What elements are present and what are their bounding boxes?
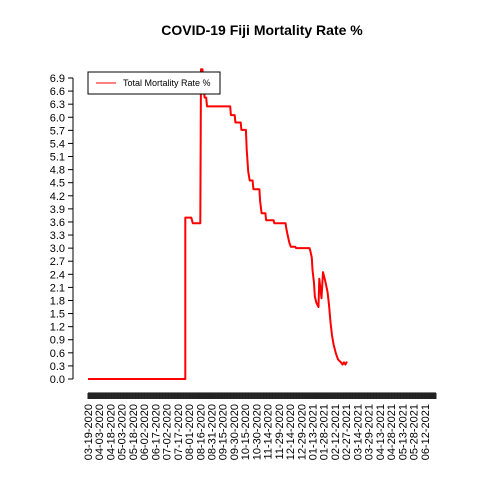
x-tick-label: 01-13-2021 bbox=[308, 404, 320, 460]
x-tick-label: 01-28-2021 bbox=[319, 404, 331, 460]
y-tick-label: 6.3 bbox=[50, 99, 65, 111]
y-tick-label: 0.6 bbox=[50, 348, 65, 360]
y-tick-label: 5.7 bbox=[50, 125, 65, 137]
y-tick-label: 2.1 bbox=[50, 282, 65, 294]
y-tick-label: 1.5 bbox=[50, 309, 65, 321]
y-tick-label: 3.9 bbox=[50, 204, 65, 216]
y-tick-label: 1.2 bbox=[50, 322, 65, 334]
x-tick-label: 03-29-2021 bbox=[364, 404, 376, 460]
x-tick-label: 02-27-2021 bbox=[341, 404, 353, 460]
x-tick-label: 10-15-2020 bbox=[240, 404, 252, 460]
y-tick-label: 6.9 bbox=[50, 73, 65, 85]
x-tick-label: 08-16-2020 bbox=[195, 404, 207, 460]
y-tick-label: 3.0 bbox=[50, 243, 65, 255]
y-tick-label: 4.5 bbox=[50, 178, 65, 190]
x-tick-label: 05-28-2021 bbox=[409, 404, 421, 460]
y-tick-label: 3.3 bbox=[50, 230, 65, 242]
x-tick-label: 04-18-2020 bbox=[105, 404, 117, 460]
x-tick-label: 02-12-2021 bbox=[330, 404, 342, 460]
x-tick-label: 12-29-2020 bbox=[296, 404, 308, 460]
x-tick-label: 06-02-2020 bbox=[139, 404, 151, 460]
y-tick-label: 5.4 bbox=[50, 138, 65, 150]
x-tick-label: 09-15-2020 bbox=[218, 404, 230, 460]
y-tick-label: 6.0 bbox=[50, 112, 65, 124]
x-tick-label: 07-02-2020 bbox=[162, 404, 174, 460]
x-tick-label: 07-17-2020 bbox=[173, 404, 185, 460]
x-tick-label: 09-30-2020 bbox=[229, 404, 241, 460]
y-tick-label: 3.6 bbox=[50, 217, 65, 229]
legend-entry-label: Total Mortality Rate % bbox=[123, 78, 211, 88]
x-tick-label: 05-03-2020 bbox=[117, 404, 129, 460]
x-tick-label: 08-01-2020 bbox=[184, 404, 196, 460]
x-tick-label: 08-31-2020 bbox=[206, 404, 218, 460]
legend: Total Mortality Rate % bbox=[88, 72, 220, 94]
x-tick-label: 03-14-2021 bbox=[352, 404, 364, 460]
x-tick-label: 04-03-2020 bbox=[94, 404, 106, 460]
x-tick-label: 05-13-2021 bbox=[397, 404, 409, 460]
x-tick-label: 12-14-2020 bbox=[285, 404, 297, 460]
x-tick-label: 10-30-2020 bbox=[251, 404, 263, 460]
y-tick-label: 5.1 bbox=[50, 152, 65, 164]
y-tick-label: 2.7 bbox=[50, 256, 65, 268]
series-line-0 bbox=[88, 69, 347, 379]
y-tick-label: 4.2 bbox=[50, 191, 65, 203]
x-tick-label: 04-13-2021 bbox=[375, 404, 387, 460]
x-tick-label: 11-14-2020 bbox=[263, 404, 275, 459]
y-tick-label: 0.0 bbox=[50, 374, 65, 386]
plot-area: 0.00.30.60.91.21.5 1.82.12.42.73.03.33.63… bbox=[50, 69, 436, 460]
y-tick-label: 2.4 bbox=[50, 269, 65, 281]
chart-title: COVID-19 Fiji Mortality Rate % bbox=[161, 22, 363, 38]
y-tick-label: 0.3 bbox=[50, 361, 65, 373]
y-tick-label: 1.8 bbox=[50, 295, 65, 307]
x-tick-label: 06-17-2020 bbox=[150, 404, 162, 460]
y-tick-label: 0.9 bbox=[50, 335, 65, 347]
x-tick-label: 06-12-2021 bbox=[420, 404, 432, 460]
x-tick-label: 05-18-2020 bbox=[128, 404, 140, 460]
x-tick-label: 11-29-2020 bbox=[274, 404, 286, 459]
x-tick-label: 03-19-2020 bbox=[83, 404, 95, 460]
y-tick-label: 6.6 bbox=[50, 86, 65, 98]
x-tick-label: 04-28-2021 bbox=[386, 404, 398, 460]
y-tick-label: 4.8 bbox=[50, 165, 65, 177]
